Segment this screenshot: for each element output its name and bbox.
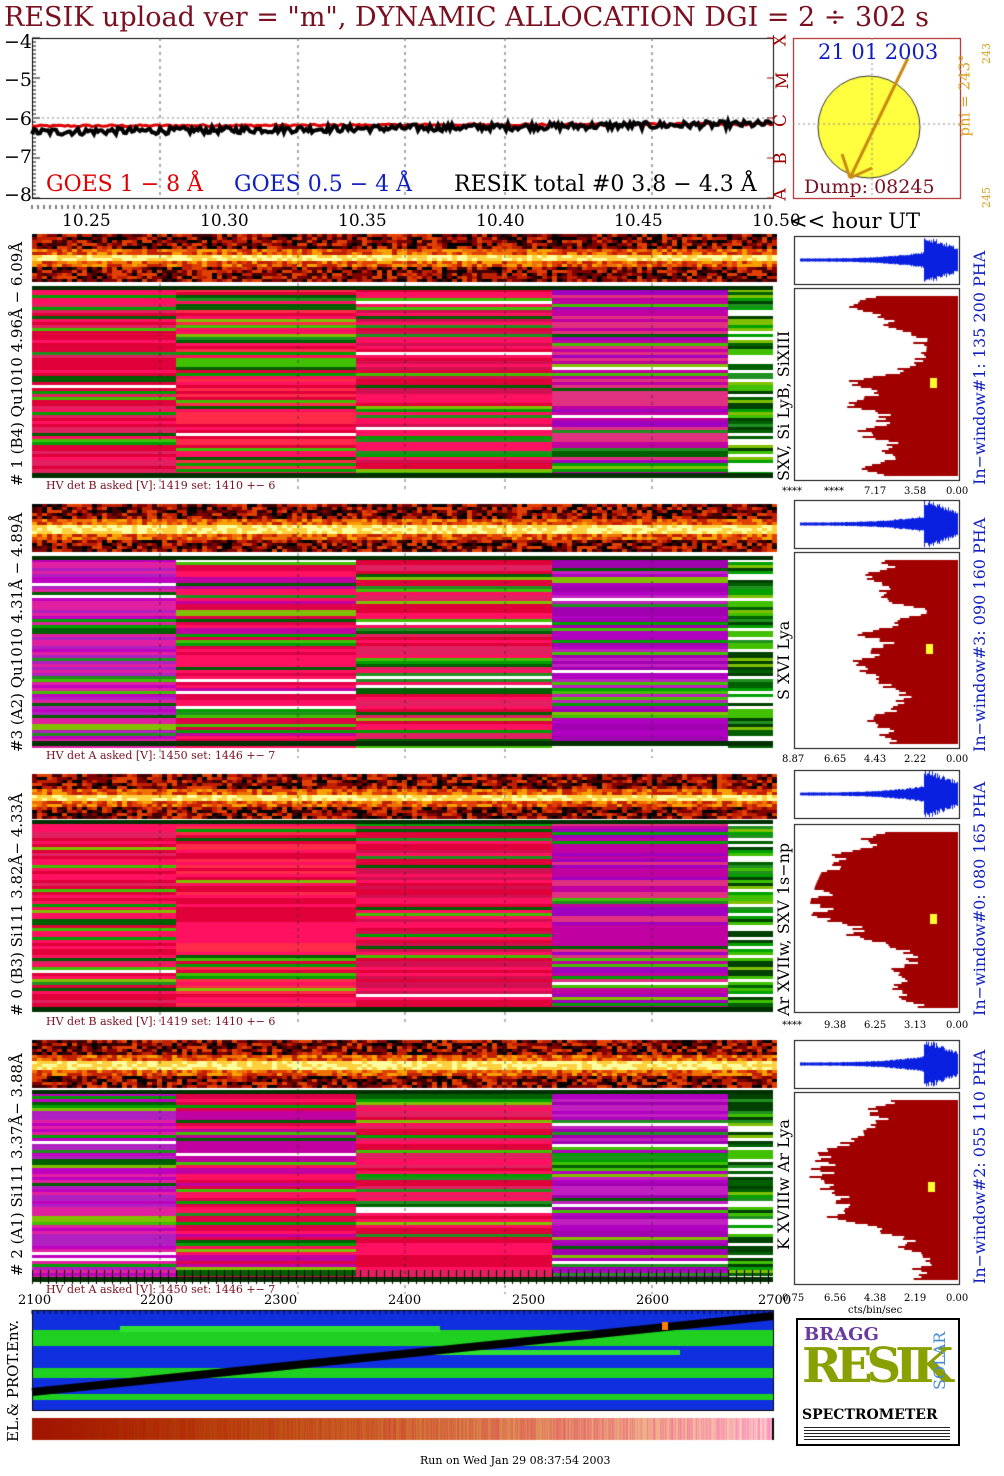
time-tick: 10.25 (62, 211, 111, 231)
channel-line-label: SXV, Si LyB, SiXIII (774, 330, 793, 481)
goes-class-b: B (770, 152, 791, 165)
spectrum-axis-tick: 3.58 (904, 486, 927, 497)
channel-window-label: In−window#0: 080 165 PHA (970, 781, 989, 1016)
goes-class-x: X (770, 34, 791, 47)
logo-spectrometer: SPECTROMETER (802, 1407, 938, 1423)
goes-y-tick: −6 (4, 108, 33, 130)
spectrum-axis-tick: **** (824, 486, 844, 497)
spectrum-axis-tick: 0.75 (782, 1293, 805, 1304)
legend-goes-blue: GOES 0.5 − 4 Å (234, 172, 413, 197)
time-tick: 10.40 (476, 211, 525, 231)
sun-dump: Dump: 08245 (804, 176, 935, 198)
sun-side-small: 245 (980, 187, 993, 208)
spectrum-axis-tick: 7.17 (864, 486, 887, 497)
time-tick: 10.50 (752, 211, 801, 231)
spectrum-axis-tick: 6.65 (824, 754, 847, 765)
resik-logo: BRAGG RESIK SOLAR SPECTROMETER (796, 1318, 960, 1446)
goes-class-a: A (770, 188, 791, 201)
sun-date: 21 01 2003 (818, 40, 939, 64)
spectrum-axis-tick: **** (782, 486, 802, 497)
time-tick: 10.45 (614, 211, 663, 231)
page-title: RESIK upload ver = "m", DYNAMIC ALLOCATI… (4, 2, 929, 33)
channel-line-label: Ar XVIIw, SXV 1s−np (774, 842, 793, 1016)
legend-goes-red: GOES 1 − 8 Å (46, 172, 204, 197)
spectrum-axis-tick: 8.87 (782, 754, 805, 765)
env-tick: 2300 (264, 1293, 298, 1308)
spectrum-axis-tick: 0.00 (946, 1293, 969, 1304)
goes-y-tick: −7 (4, 146, 33, 168)
time-axis-unit: << hour UT (790, 209, 920, 233)
hv-readout: HV det A asked [V]: 1450 set: 1446 +− 7 (46, 1283, 276, 1296)
spectrum-axis-tick: 4.38 (864, 1293, 887, 1304)
logo-resik: RESIK (802, 1338, 953, 1394)
env-tick: 2700 (758, 1293, 792, 1308)
env-tick: 2400 (388, 1293, 422, 1308)
sun-phi-small: 243 (980, 43, 993, 64)
spectrum-axis-unit: cts/bin/sec (848, 1305, 903, 1316)
goes-class-m: M (773, 71, 794, 90)
env-tick: 2200 (140, 1293, 174, 1308)
spectrum-axis-tick: 6.25 (864, 1020, 887, 1031)
env-label: EL.& PROT.Env. (4, 1319, 22, 1442)
hv-readout: HV det B asked [V]: 1419 set: 1410 +− 6 (46, 1015, 276, 1028)
footer-run-time: Run on Wed Jan 29 08:37:54 2003 (420, 1454, 611, 1467)
channel-line-label: S XVI Lya (774, 620, 793, 700)
spectrum-axis-tick: 4.43 (864, 754, 887, 765)
logo-solar: SOLAR (930, 1331, 949, 1390)
goes-y-tick: −5 (4, 69, 33, 91)
goes-y-tick: −8 (4, 184, 33, 206)
channel-window-label: In−window#1: 135 200 PHA (970, 250, 989, 485)
sun-phi: phi = 243° (955, 54, 974, 137)
spectrum-axis-tick: 9.38 (824, 1020, 847, 1031)
spectrum-axis-tick: 6.56 (824, 1293, 847, 1304)
spectrum-axis-tick: 2.22 (904, 754, 927, 765)
logo-fine-print (804, 1426, 950, 1440)
channel-window-label: In−window#3: 090 160 PHA (970, 517, 989, 752)
spectrum-axis-tick: 3.13 (904, 1020, 927, 1031)
logo-bragg: BRAGG (804, 1324, 879, 1345)
channel-line-label: K XVIIIw Ar Lya (774, 1119, 793, 1250)
channel-left-label: # 2 (A1) Si111 3.37Å− 3.88Å (8, 1053, 26, 1276)
channel-left-label: #3 (A2) Qu1010 4.31Å − 4.89Å (8, 512, 26, 752)
hv-readout: HV det B asked [V]: 1419 set: 1410 +− 6 (46, 479, 276, 492)
spectrum-axis-tick: 0.00 (946, 1020, 969, 1031)
goes-class-c: C (771, 113, 792, 128)
env-tick: 2600 (636, 1293, 670, 1308)
channel-window-label: In−window#2: 055 110 PHA (970, 1049, 989, 1284)
spectrum-axis-tick: **** (782, 1020, 802, 1031)
spectrum-axis-tick: 0.00 (946, 486, 969, 497)
env-tick: 2500 (512, 1293, 546, 1308)
legend-resik-total: RESIK total #0 3.8 − 4.3 Å (454, 172, 757, 197)
spectrum-axis-tick: 2.19 (904, 1293, 927, 1304)
channel-left-label: # 0 (B3) Si111 3.82Å− 4.33Å (8, 793, 26, 1016)
time-tick: 10.35 (338, 211, 387, 231)
spectrum-axis-tick: 0.00 (946, 754, 969, 765)
hv-readout: HV det A asked [V]: 1450 set: 1446 +− 7 (46, 749, 276, 762)
channel-left-label: # 1 (B4) Qu1010 4.96Å − 6.09Å (8, 241, 26, 486)
time-tick: 10.30 (200, 211, 249, 231)
env-tick: 2100 (18, 1293, 52, 1308)
goes-y-tick: −4 (4, 31, 33, 53)
